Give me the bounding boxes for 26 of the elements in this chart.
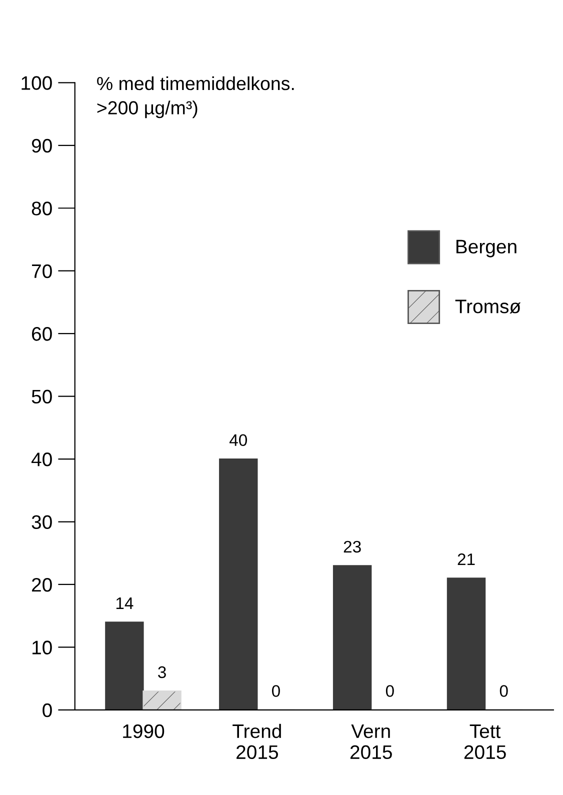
x-tick-label: Tett 2015 bbox=[464, 724, 506, 760]
x-tick-label: Vern 2015 bbox=[350, 724, 392, 760]
y-tick-label: 30 bbox=[32, 515, 52, 529]
data-label: 0 bbox=[272, 685, 280, 697]
y-tick-label: 70 bbox=[32, 264, 52, 278]
data-label: 40 bbox=[230, 434, 247, 446]
y-tick-label: 0 bbox=[42, 703, 52, 718]
y-tick-label: 80 bbox=[32, 202, 52, 216]
legend-label: Tromsø bbox=[455, 300, 521, 314]
x-tick-label: Trend 2015 bbox=[232, 724, 281, 760]
x-tick-label: 1990 bbox=[123, 724, 164, 738]
y-tick-label: 50 bbox=[32, 390, 52, 404]
data-label: 23 bbox=[344, 540, 361, 553]
y-tick-label: 100 bbox=[22, 76, 52, 90]
y-axis-title: % med timemiddelkons. >200 µg/m³) bbox=[97, 76, 294, 118]
data-label: 3 bbox=[158, 666, 166, 678]
y-tick-label: 20 bbox=[32, 578, 52, 592]
legend-label: Bergen bbox=[456, 240, 516, 258]
data-label: 21 bbox=[458, 553, 475, 566]
y-tick-label: 40 bbox=[31, 452, 52, 466]
y-tick-label: 10 bbox=[32, 640, 52, 654]
data-label: 0 bbox=[500, 685, 508, 697]
y-tick-label: 90 bbox=[32, 138, 52, 153]
y-tick-label: 60 bbox=[32, 327, 52, 341]
data-label: 0 bbox=[386, 685, 394, 697]
data-label: 14 bbox=[116, 597, 134, 609]
